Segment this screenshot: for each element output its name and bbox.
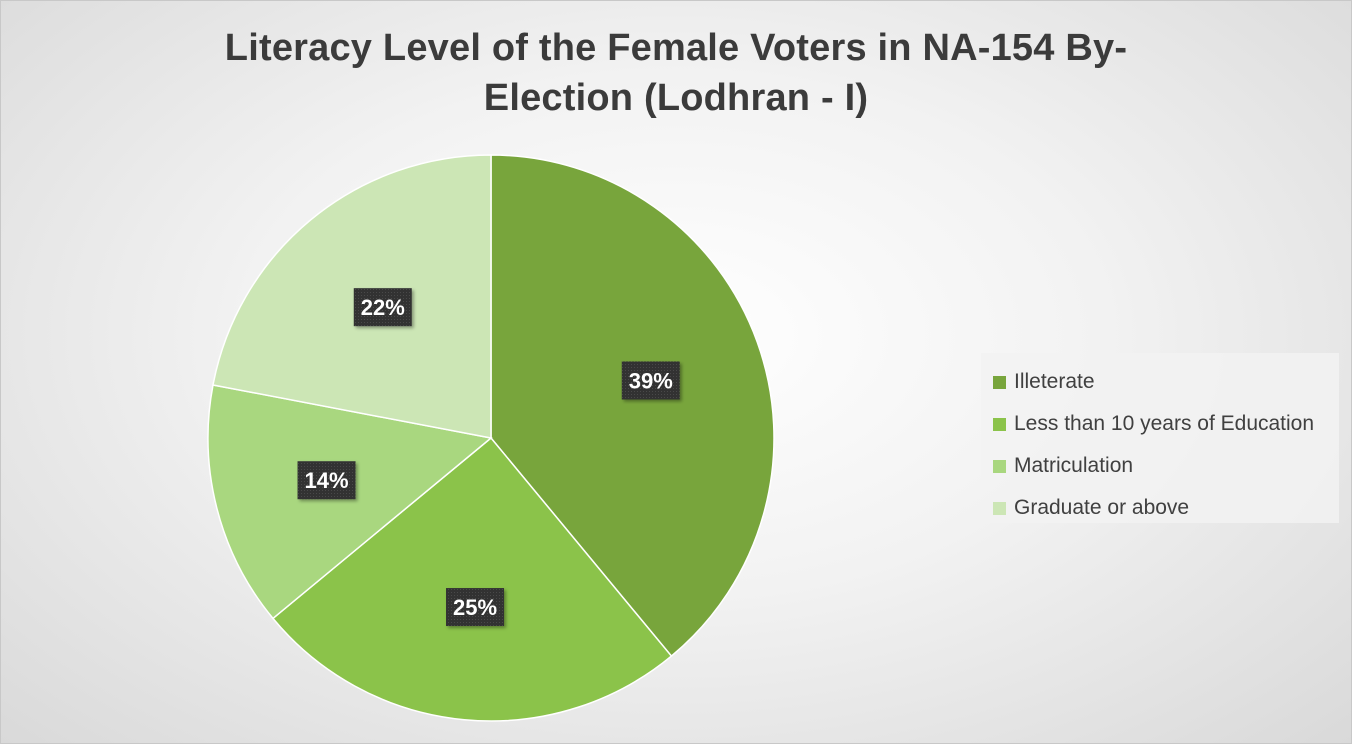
legend-label-matriculation: Matriculation bbox=[1014, 454, 1134, 477]
chart-title-line-1: Literacy Level of the Female Voters in N… bbox=[224, 27, 1128, 69]
legend-label-illeterate: Illeterate bbox=[1014, 370, 1095, 393]
legend-item-illeterate: Illeterate bbox=[993, 361, 1339, 403]
legend-swatch-less-than-10-years bbox=[993, 417, 1006, 431]
pie-slice-graduate-or-above bbox=[212, 154, 492, 439]
chart-title-line-2: Election (Lodhran - I) bbox=[483, 77, 869, 119]
legend: Illeterate Less than 10 years of Educati… bbox=[981, 353, 1339, 523]
data-label-box-graduate-or-above bbox=[353, 288, 412, 327]
legend-swatch-matriculation bbox=[993, 459, 1006, 473]
legend-item-graduate-or-above: Graduate or above bbox=[993, 487, 1339, 529]
chart-title: Literacy Level of the Female Voters in N… bbox=[151, 23, 1201, 123]
pie-slice-illeterate bbox=[490, 154, 775, 658]
data-label-less-than-10-years: 25% bbox=[446, 588, 505, 627]
legend-swatch-graduate-or-above bbox=[993, 501, 1006, 515]
legend-swatch-illeterate bbox=[993, 375, 1006, 389]
legend-item-matriculation: Matriculation bbox=[993, 445, 1339, 487]
data-label-graduate-or-above: 22% bbox=[353, 288, 412, 327]
data-label-text-less-than-10-years: 25% bbox=[453, 595, 497, 620]
data-label-text-graduate-or-above: 22% bbox=[361, 295, 405, 320]
data-label-box-matriculation bbox=[297, 461, 356, 500]
data-label-box-illeterate bbox=[621, 361, 680, 400]
pie-slice-less-than-10-years bbox=[271, 436, 673, 722]
data-label-text-matriculation: 14% bbox=[305, 468, 349, 493]
data-label-box-less-than-10-years bbox=[446, 588, 505, 627]
legend-label-graduate-or-above: Graduate or above bbox=[1014, 496, 1190, 519]
legend-label-less-than-10-years: Less than 10 years of Education bbox=[1014, 412, 1315, 435]
data-label-matriculation: 14% bbox=[297, 461, 356, 500]
pie-slice-matriculation bbox=[207, 384, 493, 620]
legend-item-less-than-10-years: Less than 10 years of Education bbox=[993, 403, 1339, 445]
data-label-text-illeterate: 39% bbox=[629, 368, 673, 393]
data-label-illeterate: 39% bbox=[621, 361, 680, 400]
